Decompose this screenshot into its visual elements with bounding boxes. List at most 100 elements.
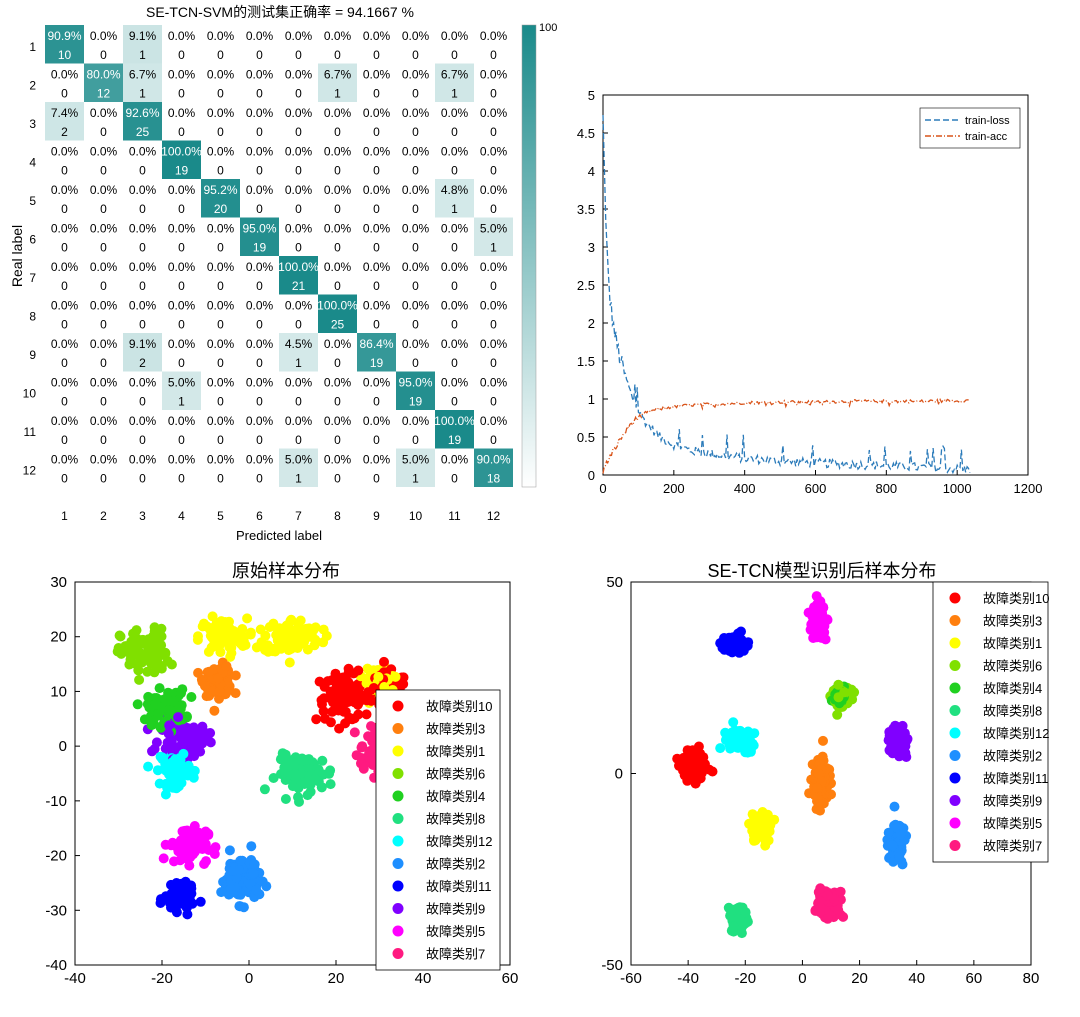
scatter-point [734, 914, 744, 924]
scatter-point [156, 623, 167, 634]
scatter-point [358, 763, 369, 774]
cell-percent: 0.0% [90, 222, 118, 236]
legend-marker [949, 705, 961, 716]
x-tick-label: 0 [245, 970, 253, 987]
cell-percent: 100.0% [317, 299, 358, 313]
scatter-point [678, 761, 689, 772]
cell-count: 1 [412, 472, 419, 486]
scatter-point [154, 778, 165, 789]
cell-count: 0 [256, 279, 263, 293]
cell-count: 0 [373, 87, 380, 101]
matrix-cell [123, 63, 162, 102]
row-tick-label: 10 [23, 387, 37, 401]
legend-marker [392, 768, 404, 779]
cell-percent: 0.0% [285, 106, 313, 120]
scatter-point [811, 782, 822, 793]
cell-percent: 0.0% [90, 453, 118, 467]
matrix-cell [162, 102, 201, 141]
legend-label: 故障类别2 [426, 857, 485, 872]
cell-percent: 0.0% [441, 376, 469, 390]
cell-percent: 0.0% [480, 68, 508, 82]
scatter-point [186, 692, 197, 702]
matrix-cell [84, 371, 123, 410]
cell-count: 0 [178, 125, 185, 139]
cell-percent: 0.0% [129, 222, 157, 236]
cell-percent: 0.0% [285, 414, 313, 428]
cell-percent: 0.0% [363, 68, 391, 82]
cell-percent: 0.0% [129, 145, 157, 159]
cell-percent: 7.4% [51, 106, 79, 120]
row-tick-label: 6 [29, 233, 36, 247]
cell-count: 0 [178, 472, 185, 486]
cell-percent: 0.0% [207, 68, 235, 82]
legend-marker [949, 660, 961, 671]
cell-count: 12 [97, 87, 111, 101]
scatter-point [158, 853, 169, 864]
scatter-point [894, 851, 905, 862]
scatter-point [742, 916, 753, 927]
cell-percent: 0.0% [168, 337, 196, 351]
cell-count: 0 [256, 202, 263, 216]
matrix-cell [396, 410, 435, 449]
cell-count: 0 [139, 472, 146, 486]
matrix-cell [279, 217, 318, 256]
cell-count: 0 [61, 472, 68, 486]
scatter-point [344, 712, 355, 723]
cell-percent: 90.0% [476, 453, 510, 467]
matrix-cell [396, 333, 435, 372]
cell-percent: 95.0% [242, 222, 276, 236]
matrix-cell [240, 448, 279, 487]
scatter-point [283, 645, 294, 656]
cell-percent: 0.0% [324, 453, 352, 467]
scatter-point [363, 687, 374, 698]
matrix-cell [318, 179, 357, 218]
y-tick-label: 30 [50, 574, 67, 591]
cell-percent: 0.0% [402, 414, 430, 428]
matrix-cell [396, 448, 435, 487]
cell-percent: 0.0% [90, 337, 118, 351]
cell-percent: 0.0% [207, 453, 235, 467]
legend-label: train-loss [965, 115, 1010, 127]
cell-percent: 0.0% [402, 260, 430, 274]
cell-percent: 90.9% [47, 29, 81, 43]
row-tick-label: 7 [29, 271, 36, 285]
cell-percent: 0.0% [51, 222, 79, 236]
cell-count: 0 [295, 395, 302, 409]
cell-count: 0 [451, 318, 458, 332]
cell-percent: 0.0% [168, 106, 196, 120]
cell-count: 0 [139, 279, 146, 293]
legend-label: 故障类别7 [426, 947, 485, 962]
cell-count: 0 [373, 318, 380, 332]
scatter-point [715, 638, 726, 649]
legend-label: 故障类别10 [426, 699, 492, 714]
matrix-cell [84, 410, 123, 449]
matrix-cell [435, 410, 474, 449]
cell-count: 0 [295, 202, 302, 216]
scatter-point [730, 725, 741, 736]
scatter-title: SE-TCN模型识别后样本分布 [708, 561, 937, 581]
matrix-cell [45, 140, 84, 179]
scatter-point [364, 747, 375, 757]
cell-count: 0 [61, 433, 68, 447]
cell-percent: 0.0% [480, 260, 508, 274]
legend-marker [949, 795, 961, 806]
scatter-point [302, 754, 313, 765]
scatter-point [249, 859, 260, 870]
legend-label: 故障类别9 [983, 794, 1042, 809]
scatter-point [356, 742, 367, 753]
cell-percent: 0.0% [480, 414, 508, 428]
scatter-point [807, 617, 818, 627]
scatter-point [207, 611, 218, 622]
scatter-point [744, 818, 755, 829]
scatter-point [151, 737, 162, 748]
cell-count: 0 [217, 356, 224, 370]
legend-box [375, 689, 501, 971]
scatter-point [348, 668, 359, 679]
cell-percent: 0.0% [324, 337, 352, 351]
cell-count: 0 [334, 241, 341, 255]
scatter-point [316, 782, 327, 793]
cell-percent: 0.0% [207, 29, 235, 43]
cell-percent: 0.0% [51, 414, 79, 428]
scatter-point [166, 659, 177, 670]
cell-count: 0 [373, 279, 380, 293]
